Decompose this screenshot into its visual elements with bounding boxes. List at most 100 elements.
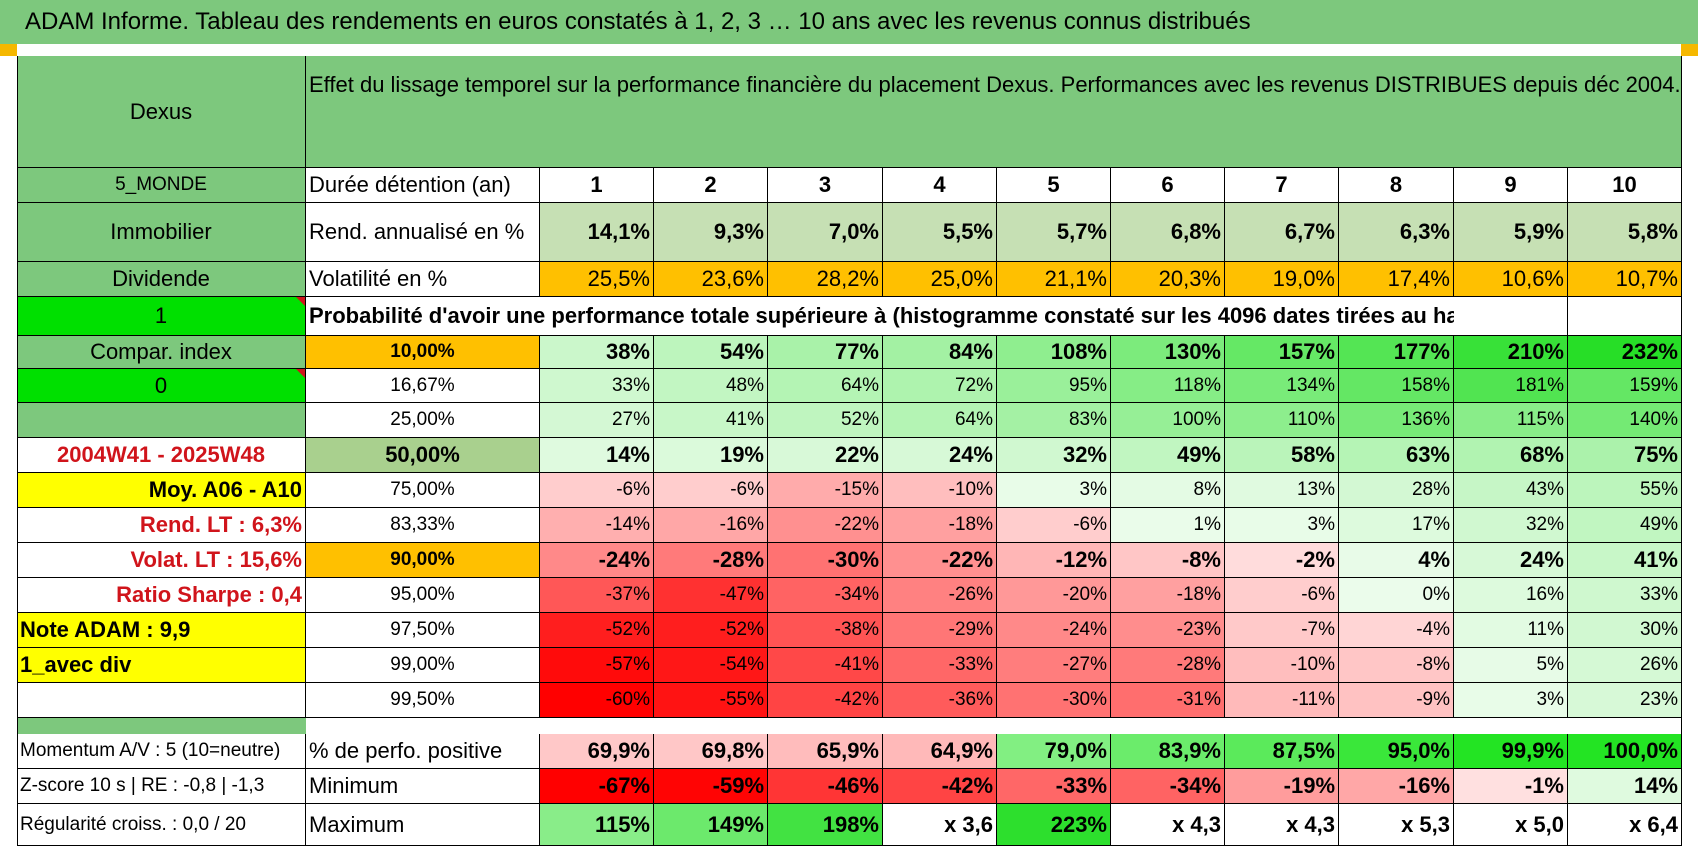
proba-value: 210% [1454, 336, 1568, 369]
proba-value: 26% [1568, 648, 1682, 683]
minimum-value: -67% [540, 769, 654, 804]
pct-positive-value: 69,9% [540, 734, 654, 769]
proba-value: 157% [1225, 336, 1339, 369]
flag-one-cell: 1 [17, 297, 306, 336]
pct-positive-value: 83,9% [1111, 734, 1225, 769]
proba-value: 23% [1568, 683, 1682, 718]
maximum-value: x 4,3 [1111, 804, 1225, 846]
maximum-value: x 3,6 [883, 804, 997, 846]
proba-value: 232% [1568, 336, 1682, 369]
vol-value: 25,5% [540, 262, 654, 297]
performance-table: Dexus Effet du lissage temporel sur la pe… [17, 56, 1682, 846]
proba-value: -29% [883, 613, 997, 648]
proba-value: 68% [1454, 438, 1568, 473]
proba-level: 10,00% [306, 336, 540, 369]
proba-value: 115% [1454, 403, 1568, 438]
rend-value: 5,7% [997, 203, 1111, 262]
fund-name-cell: Dexus [17, 56, 306, 168]
proba-value: 48% [654, 369, 768, 403]
proba-value: -8% [1339, 648, 1454, 683]
year-header: 6 [1111, 168, 1225, 203]
empty-cell [1568, 297, 1682, 336]
proba-value: 19% [654, 438, 768, 473]
proba-value: -28% [654, 543, 768, 578]
proba-value: -15% [768, 473, 883, 508]
proba-value: 24% [883, 438, 997, 473]
proba-value: 52% [768, 403, 883, 438]
pct-positive-value: 79,0% [997, 734, 1111, 769]
pct-positive-value: 87,5% [1225, 734, 1339, 769]
rend-lt-cell: Rend. LT : 6,3% [17, 508, 306, 543]
proba-value: 11% [1454, 613, 1568, 648]
minimum-value: -19% [1225, 769, 1339, 804]
proba-value: -31% [1111, 683, 1225, 718]
proba-value: 22% [768, 438, 883, 473]
proba-value: -38% [768, 613, 883, 648]
proba-value: -10% [883, 473, 997, 508]
proba-value: -42% [768, 683, 883, 718]
proba-value: -12% [997, 543, 1111, 578]
minimum-value: 14% [1568, 769, 1682, 804]
proba-value: 95% [997, 369, 1111, 403]
year-header: 4 [883, 168, 997, 203]
proba-level: 50,00% [306, 438, 540, 473]
proba-value: -24% [540, 543, 654, 578]
year-header: 1 [540, 168, 654, 203]
proba-value: -22% [768, 508, 883, 543]
proba-level: 99,00% [306, 648, 540, 683]
vol-value: 21,1% [997, 262, 1111, 297]
proba-value: 158% [1339, 369, 1454, 403]
rend-label: Rend. annualisé en % [306, 203, 540, 262]
proba-level: 25,00% [306, 403, 540, 438]
proba-value: 64% [768, 369, 883, 403]
region-cell: 5_MONDE [17, 168, 306, 203]
proba-value: -55% [654, 683, 768, 718]
minimum-label: Minimum [306, 769, 540, 804]
empty-cell [17, 683, 306, 718]
proba-value: -2% [1225, 543, 1339, 578]
year-header: 7 [1225, 168, 1339, 203]
proba-value: -6% [1225, 578, 1339, 613]
proba-value: 134% [1225, 369, 1339, 403]
comment-marker [296, 369, 305, 378]
proba-value: 83% [997, 403, 1111, 438]
proba-value: 75% [1568, 438, 1682, 473]
year-header: 8 [1339, 168, 1454, 203]
rend-value: 6,3% [1339, 203, 1454, 262]
proba-value: -6% [540, 473, 654, 508]
proba-value: -36% [883, 683, 997, 718]
minimum-value: -59% [654, 769, 768, 804]
year-header: 2 [654, 168, 768, 203]
proba-value: -37% [540, 578, 654, 613]
maximum-value: 198% [768, 804, 883, 846]
proba-value: -9% [1339, 683, 1454, 718]
proba-value: 1% [1111, 508, 1225, 543]
proba-value: 13% [1225, 473, 1339, 508]
pct-positive-value: 100,0% [1568, 734, 1682, 769]
report-title: ADAM Informe. Tableau des rendements en … [0, 0, 1698, 44]
proba-value: 72% [883, 369, 997, 403]
vol-value: 28,2% [768, 262, 883, 297]
proba-value: 130% [1111, 336, 1225, 369]
moy-cell: Moy. A06 - A10 [17, 473, 306, 508]
proba-value: 24% [1454, 543, 1568, 578]
proba-value: -54% [654, 648, 768, 683]
proba-value: 17% [1339, 508, 1454, 543]
proba-value: -16% [654, 508, 768, 543]
proba-value: -6% [654, 473, 768, 508]
proba-value: 49% [1568, 508, 1682, 543]
year-header: 5 [997, 168, 1111, 203]
vol-value: 17,4% [1339, 262, 1454, 297]
vol-value: 10,6% [1454, 262, 1568, 297]
proba-value: 55% [1568, 473, 1682, 508]
proba-value: 41% [1568, 543, 1682, 578]
empty-green-cell [17, 403, 306, 438]
proba-value: 63% [1339, 438, 1454, 473]
proba-value: -26% [883, 578, 997, 613]
empty-cell [1454, 297, 1568, 336]
rend-value: 6,8% [1111, 203, 1225, 262]
pct-positive-value: 65,9% [768, 734, 883, 769]
proba-value: -23% [1111, 613, 1225, 648]
proba-level: 16,67% [306, 369, 540, 403]
maximum-value: x 4,3 [1225, 804, 1339, 846]
